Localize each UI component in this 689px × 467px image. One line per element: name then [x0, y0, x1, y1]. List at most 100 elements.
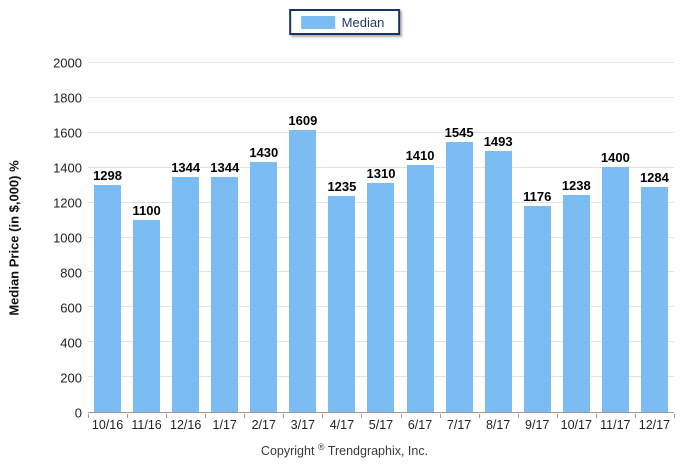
- x-tick-label-2/17: 2/17: [251, 418, 276, 432]
- bar-value-label-7/17: 1545: [444, 124, 474, 140]
- x-tick-label-7/17: 7/17: [446, 418, 472, 432]
- bar-slot-7/17: 1545: [440, 63, 479, 412]
- x-tick-mark-7: [361, 414, 363, 418]
- bar-slot-8/17: 1493: [479, 63, 518, 412]
- bar-6/17: [406, 165, 434, 412]
- bar-12/16: [172, 176, 200, 412]
- x-tick-mark-0: [88, 414, 89, 418]
- y-tick-label-1000: 1000: [53, 230, 82, 246]
- bar-slot-12/16: 1344: [166, 63, 205, 412]
- x-tick-label-5/17: 5/17: [368, 418, 394, 432]
- bar-10/17: [562, 195, 590, 412]
- y-tick-label-200: 200: [60, 370, 82, 386]
- gridline-2000: [88, 62, 674, 63]
- x-tick-mark-6: [322, 414, 324, 418]
- x-tick-mark-9: [439, 414, 441, 418]
- y-tick-label-1800: 1800: [53, 90, 82, 106]
- bar-value-label-11/17: 1400: [600, 150, 630, 165]
- x-tick-mark-10: [478, 414, 480, 418]
- copyright-symbol: ®: [317, 441, 325, 452]
- bar-2/17: [250, 161, 278, 412]
- bar-slot-9/17: 1176: [518, 63, 557, 412]
- bar-value-label-12/16: 1344: [171, 159, 201, 175]
- x-tick-mark-3: [205, 414, 207, 418]
- bar-value-label-10/16: 1298: [93, 167, 122, 183]
- gridline-1800: [88, 96, 674, 98]
- x-tick-label-9/17: 9/17: [525, 418, 550, 432]
- y-axis-title: Median Price (in $,000) %: [6, 160, 22, 316]
- bar-value-label-5/17: 1310: [366, 165, 396, 181]
- bar-11/17: [601, 167, 629, 412]
- bar-11/16: [133, 219, 161, 412]
- x-tick-mark-11: [517, 414, 519, 418]
- bar-value-label-8/17: 1493: [483, 133, 513, 149]
- bar-value-label-3/17: 1609: [288, 113, 318, 129]
- x-tick-mark-2: [166, 414, 168, 418]
- x-tick-label-11/17: 11/17: [600, 418, 631, 432]
- x-tick-label-11/16: 11/16: [131, 418, 162, 432]
- x-tick-mark-14: [634, 414, 636, 418]
- bar-slot-11/17: 1400: [596, 63, 635, 412]
- bar-10/16: [94, 184, 122, 412]
- bar-slot-3/17: 1609: [283, 63, 322, 412]
- copyright-line: Copyright ® Trendgraphix, Inc.: [0, 441, 689, 458]
- x-tick-label-6/17: 6/17: [407, 418, 433, 432]
- x-tick-label-12/16: 12/16: [170, 418, 202, 432]
- y-tick-label-800: 800: [60, 265, 82, 281]
- y-axis-tick-labels: 0 200 400 600 800 1000 1200 1400 1600 1800 2000: [30, 57, 82, 420]
- chart-legend: Median: [288, 9, 401, 35]
- x-tick-label-4/17: 4/17: [329, 418, 355, 432]
- y-tick-label-1200: 1200: [53, 195, 82, 211]
- copyright-prefix: Copyright: [260, 444, 315, 458]
- bar-12/17: [640, 187, 668, 412]
- bars-container: 1298 1100 1344 1344 1430 1609 1235 1310 1410 1545…: [88, 63, 674, 412]
- bar-value-label-9/17: 1176: [523, 189, 552, 205]
- bar-slot-6/17: 1410: [401, 63, 440, 412]
- x-tick-label-10/17: 10/17: [560, 418, 592, 432]
- x-tick-label-8/17: 8/17: [485, 418, 511, 432]
- legend-swatch-icon: [300, 15, 335, 29]
- bar-slot-4/17: 1235: [322, 63, 361, 412]
- y-tick-label-1400: 1400: [53, 160, 82, 176]
- bar-slot-11/16: 1100: [127, 63, 166, 412]
- x-tick-mark-5: [283, 414, 285, 418]
- y-tick-label-2000: 2000: [53, 55, 82, 71]
- x-tick-label-1/17: 1/17: [212, 418, 237, 432]
- x-axis-tick-labels: 10/16 11/16 12/16 1/17 2/17 3/17 4/17 5/17 6/17 7…: [88, 419, 674, 432]
- x-tick-label-3/17: 3/17: [290, 418, 316, 432]
- plot-area: 1298 1100 1344 1344 1430 1609 1235 1310 1410 1545…: [88, 62, 674, 413]
- x-tick-mark-4: [244, 414, 246, 418]
- bar-5/17: [367, 182, 395, 412]
- bar-value-label-2/17: 1430: [249, 144, 279, 160]
- bar-7/17: [445, 141, 473, 412]
- bar-3/17: [289, 130, 317, 412]
- bar-slot-5/17: 1310: [361, 63, 400, 412]
- gridline-1600: [88, 131, 674, 133]
- y-axis-title-container: Median Price (in $,000) %: [0, 63, 28, 413]
- bar-1/17: [211, 176, 239, 412]
- bar-value-label-4/17: 1235: [327, 178, 357, 194]
- x-tick-mark-13: [595, 414, 597, 418]
- x-tick-label-10/16: 10/16: [91, 418, 124, 432]
- bar-slot-2/17: 1430: [244, 63, 283, 412]
- bar-value-label-6/17: 1410: [405, 148, 435, 164]
- y-tick-label-1600: 1600: [53, 125, 82, 141]
- bar-slot-10/17: 1238: [557, 63, 596, 412]
- bar-slot-10/16: 1298: [88, 63, 127, 412]
- bar-value-label-12/17: 1284: [639, 170, 669, 186]
- gridline-1400: [88, 166, 674, 168]
- bar-8/17: [484, 150, 512, 412]
- bar-slot-1/17: 1344: [205, 63, 244, 412]
- x-tick-mark-12: [556, 414, 558, 418]
- legend-label: Median: [341, 14, 385, 30]
- bar-value-label-11/16: 1100: [132, 202, 161, 218]
- bar-value-label-10/17: 1238: [561, 178, 591, 194]
- x-tick-mark-1: [127, 414, 129, 418]
- y-tick-label-400: 400: [60, 335, 82, 351]
- copyright-suffix: Trendgraphix, Inc.: [327, 444, 429, 458]
- y-tick-label-600: 600: [60, 300, 82, 316]
- bar-slot-12/17: 1284: [635, 63, 674, 412]
- x-axis-tick-marks: [88, 414, 675, 419]
- bar-9/17: [523, 206, 551, 412]
